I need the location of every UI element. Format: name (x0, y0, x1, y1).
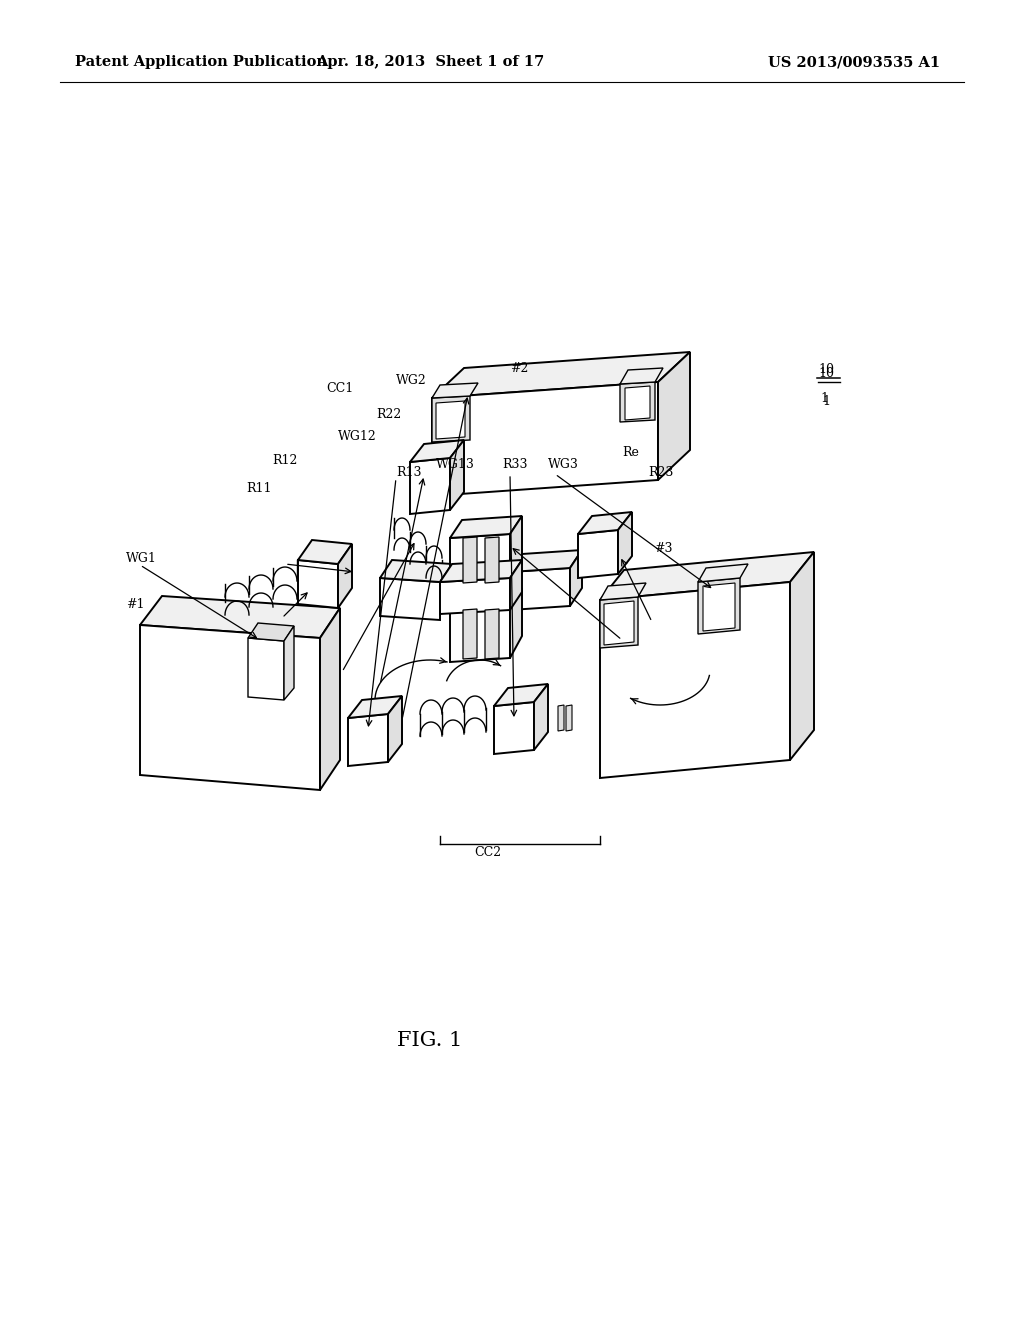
Text: CC1: CC1 (326, 381, 353, 395)
Text: R23: R23 (648, 466, 674, 479)
Polygon shape (432, 383, 478, 399)
Polygon shape (510, 568, 570, 610)
Polygon shape (558, 705, 564, 731)
Polygon shape (140, 624, 319, 789)
Text: WG1: WG1 (126, 552, 157, 565)
Text: R13: R13 (396, 466, 422, 479)
Polygon shape (410, 440, 464, 462)
Text: Patent Application Publication: Patent Application Publication (75, 55, 327, 69)
Polygon shape (463, 537, 477, 583)
Polygon shape (510, 587, 522, 657)
Text: R11: R11 (246, 482, 271, 495)
Polygon shape (698, 578, 740, 634)
Polygon shape (625, 385, 650, 420)
Polygon shape (463, 609, 477, 659)
Text: 10: 10 (818, 367, 834, 380)
Text: US 2013/0093535 A1: US 2013/0093535 A1 (768, 55, 940, 69)
Polygon shape (618, 512, 632, 574)
Polygon shape (298, 560, 338, 609)
Polygon shape (440, 578, 510, 614)
Polygon shape (348, 714, 388, 766)
Text: R22: R22 (376, 408, 401, 421)
Polygon shape (600, 552, 814, 601)
Polygon shape (534, 684, 548, 750)
Polygon shape (388, 696, 402, 762)
Polygon shape (450, 440, 464, 510)
Polygon shape (440, 560, 522, 582)
Text: WG2: WG2 (396, 374, 427, 387)
Polygon shape (566, 705, 572, 731)
Text: #2: #2 (510, 362, 528, 375)
Polygon shape (432, 352, 690, 399)
Text: 1: 1 (820, 392, 828, 405)
Polygon shape (698, 564, 748, 582)
Polygon shape (319, 609, 340, 789)
Text: #1: #1 (126, 598, 144, 610)
Polygon shape (410, 458, 450, 513)
Polygon shape (140, 597, 340, 638)
Polygon shape (578, 512, 632, 535)
Text: WG13: WG13 (436, 458, 475, 470)
Polygon shape (658, 352, 690, 480)
Polygon shape (485, 537, 499, 583)
Polygon shape (494, 702, 534, 754)
Text: R33: R33 (502, 458, 527, 470)
Text: CC2: CC2 (474, 846, 502, 859)
Polygon shape (432, 396, 470, 442)
Polygon shape (380, 578, 440, 620)
Polygon shape (436, 401, 465, 440)
Polygon shape (620, 368, 663, 384)
Text: 10: 10 (818, 363, 834, 376)
Polygon shape (600, 582, 790, 777)
Polygon shape (432, 381, 658, 496)
Polygon shape (348, 696, 402, 718)
Text: #3: #3 (654, 541, 673, 554)
Text: WG3: WG3 (548, 458, 579, 470)
Polygon shape (600, 597, 638, 648)
Text: Apr. 18, 2013  Sheet 1 of 17: Apr. 18, 2013 Sheet 1 of 17 (315, 55, 544, 69)
Polygon shape (248, 638, 284, 700)
Text: 1: 1 (822, 395, 830, 408)
Polygon shape (790, 552, 814, 760)
Polygon shape (450, 587, 522, 610)
Polygon shape (510, 550, 582, 572)
Text: WG12: WG12 (338, 429, 377, 442)
Polygon shape (485, 609, 499, 659)
Polygon shape (450, 535, 510, 586)
Text: FIG. 1: FIG. 1 (397, 1031, 463, 1049)
Polygon shape (338, 544, 352, 609)
Polygon shape (604, 601, 634, 645)
Polygon shape (578, 531, 618, 578)
Polygon shape (248, 623, 294, 642)
Polygon shape (380, 560, 452, 582)
Text: R12: R12 (272, 454, 297, 466)
Polygon shape (450, 606, 510, 663)
Polygon shape (284, 626, 294, 700)
Polygon shape (494, 684, 548, 706)
Polygon shape (450, 516, 522, 539)
Polygon shape (703, 583, 735, 631)
Polygon shape (510, 560, 522, 610)
Polygon shape (620, 381, 655, 422)
Polygon shape (600, 583, 646, 601)
Polygon shape (510, 516, 522, 582)
Polygon shape (570, 550, 582, 606)
Polygon shape (298, 540, 352, 564)
Text: Re: Re (622, 446, 639, 458)
